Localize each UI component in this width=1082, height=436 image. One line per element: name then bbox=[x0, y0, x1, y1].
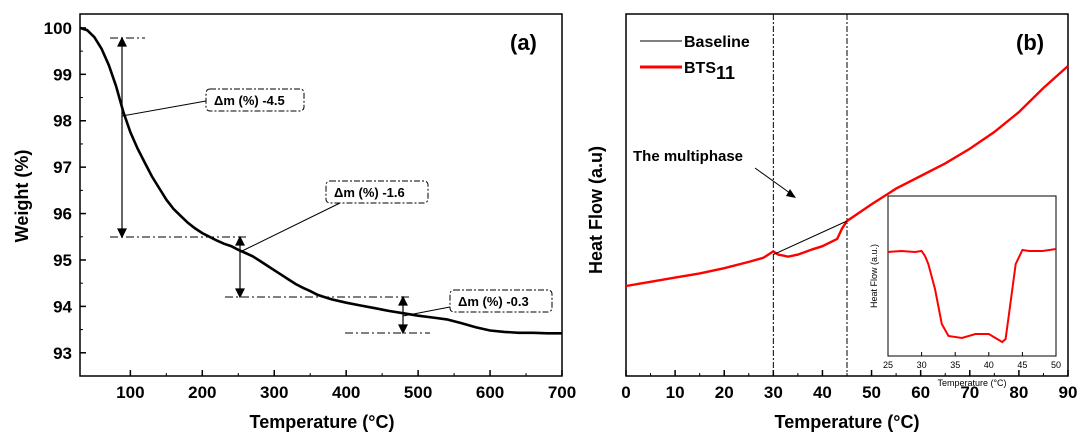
legend-label-bts: BTS bbox=[684, 60, 716, 77]
panel-b: (b) 0 10 20 30 40 50 60 70 80 90 Temperature (°C)… bbox=[586, 13, 1077, 432]
annotation-text: Δm (%) -0.3 bbox=[458, 294, 529, 309]
x-tick-label: 40 bbox=[813, 383, 832, 402]
inset-frame bbox=[887, 195, 1057, 357]
legend-label-baseline: Baseline bbox=[684, 34, 750, 51]
weight-curve bbox=[79, 26, 562, 335]
annotation-dm-1-6: Δm (%) -1.6 bbox=[239, 180, 429, 253]
annotation-dm-0-3: Δm (%) -0.3 bbox=[402, 289, 553, 317]
bts11-curve bbox=[625, 65, 1069, 288]
y-tick-label: 100 bbox=[44, 19, 72, 38]
inset-curve bbox=[887, 248, 1057, 344]
inset: 25 30 35 40 45 50 Temperature (°C) Heat Flow … bbox=[869, 195, 1061, 388]
panel-a-x-label: Temperature (°C) bbox=[250, 412, 395, 432]
x-tick-label: 50 bbox=[862, 383, 881, 402]
panel-b-x-label: Temperature (°C) bbox=[775, 412, 920, 432]
inset-x-tick-label: 50 bbox=[1051, 360, 1061, 370]
inset-x-tick-label: 30 bbox=[917, 360, 927, 370]
panel-a-frame bbox=[79, 13, 563, 377]
x-tick-label: 700 bbox=[548, 383, 576, 402]
y-tick-label: 95 bbox=[53, 251, 72, 270]
inset-x-tick-label: 25 bbox=[883, 360, 893, 370]
legend: Baseline BTS11 bbox=[640, 34, 750, 83]
multiphase-label: The multiphase bbox=[633, 148, 743, 165]
inset-x-ticks: 25 30 35 40 45 50 bbox=[883, 352, 1061, 370]
x-tick-label: 90 bbox=[1059, 383, 1078, 402]
panel-a-y-ticks: 93 94 95 96 97 98 99 100 bbox=[44, 19, 86, 363]
panel-b-y-label: Heat Flow (a.u) bbox=[586, 146, 606, 274]
x-tick-label: 20 bbox=[715, 383, 734, 402]
panel-a-step-arrows bbox=[117, 36, 408, 335]
inset-x-tick-label: 40 bbox=[984, 360, 994, 370]
x-tick-label: 600 bbox=[476, 383, 504, 402]
inset-x-tick-label: 35 bbox=[950, 360, 960, 370]
y-tick-label: 94 bbox=[53, 297, 72, 316]
x-tick-label: 200 bbox=[188, 383, 216, 402]
baseline-line bbox=[773, 220, 848, 256]
annotation-text: Δm (%) -1.6 bbox=[334, 185, 405, 200]
x-tick-label: 500 bbox=[404, 383, 432, 402]
inset-x-tick-label: 45 bbox=[1017, 360, 1027, 370]
y-tick-label: 98 bbox=[53, 112, 72, 131]
x-tick-label: 30 bbox=[764, 383, 783, 402]
x-tick-label: 300 bbox=[260, 383, 288, 402]
panel-b-x-ticks: 0 10 20 30 40 50 60 70 80 90 bbox=[621, 370, 1077, 402]
x-tick-label: 400 bbox=[332, 383, 360, 402]
x-tick-label: 70 bbox=[960, 383, 979, 402]
panel-a-y-label: Weight (%) bbox=[12, 150, 32, 243]
x-tick-label: 100 bbox=[116, 383, 144, 402]
x-tick-label: 10 bbox=[666, 383, 685, 402]
x-tick-label: 80 bbox=[1009, 383, 1028, 402]
legend-label-bts11: BTS11 bbox=[684, 60, 735, 83]
multiphase-arrowhead bbox=[786, 189, 796, 198]
y-tick-label: 99 bbox=[53, 65, 72, 84]
y-tick-label: 97 bbox=[53, 158, 72, 177]
x-tick-label: 0 bbox=[621, 383, 630, 402]
annotation-text: Δm (%) -4.5 bbox=[214, 93, 285, 108]
y-tick-label: 93 bbox=[53, 344, 72, 363]
panel-a-label: (a) bbox=[510, 30, 537, 55]
panel-b-label: (b) bbox=[1016, 30, 1044, 55]
panel-a-step-guides bbox=[110, 37, 430, 334]
inset-x-label: Temperature (°C) bbox=[937, 378, 1006, 388]
y-tick-label: 96 bbox=[53, 205, 72, 224]
legend-subscript: 11 bbox=[716, 63, 735, 83]
inset-y-label: Heat Flow (a.u.) bbox=[869, 244, 879, 308]
panel-a-x-ticks: 100 200 300 400 500 600 700 bbox=[116, 370, 576, 402]
panel-a: (a) 100 200 300 400 500 600 700 93 94 95 96 97 98 99… bbox=[12, 13, 576, 432]
annotation-dm-4-5: Δm (%) -4.5 bbox=[121, 88, 305, 117]
x-tick-label: 60 bbox=[911, 383, 930, 402]
multiphase-arrow bbox=[754, 167, 795, 197]
